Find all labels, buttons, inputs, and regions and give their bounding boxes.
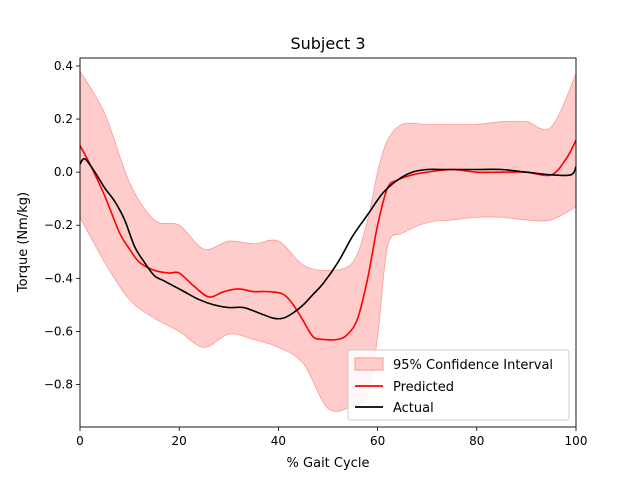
legend-label-ci: 95% Confidence Interval: [393, 358, 553, 373]
y-tick-label: −0.2: [44, 218, 73, 232]
y-tick-label: 0.2: [54, 112, 73, 126]
legend: 95% Confidence Interval Predicted Actual: [347, 349, 570, 421]
x-tick-label: 40: [271, 434, 286, 448]
y-tick-label: −0.6: [44, 324, 73, 338]
y-tick-label: −0.8: [44, 378, 73, 392]
x-tick-label: 60: [370, 434, 385, 448]
y-tick-label: 0.0: [54, 165, 73, 179]
legend-label-actual: Actual: [393, 401, 434, 416]
x-tick-label: 20: [172, 434, 187, 448]
x-axis: 0 20 40 60 80 100: [76, 427, 587, 448]
y-axis-label: Torque (Nm/kg): [16, 192, 31, 293]
legend-frame: [347, 349, 570, 421]
y-tick-label: −0.4: [44, 271, 73, 285]
x-tick-label: 80: [469, 434, 484, 448]
x-tick-label: 0: [76, 434, 84, 448]
actual-line: [79, 157, 577, 320]
legend-label-predicted: Predicted: [393, 380, 454, 395]
axes-frame: [79, 57, 577, 428]
legend-swatch-ci: [354, 357, 384, 371]
y-tick-label: 0.4: [54, 59, 73, 73]
x-axis-label: % Gait Cycle: [287, 456, 370, 471]
chart-title: Subject 3: [290, 34, 365, 53]
y-axis: −0.8 −0.6 −0.4 −0.2 0.0 0.2 0.4: [44, 59, 80, 392]
x-tick-label: 100: [565, 434, 588, 448]
